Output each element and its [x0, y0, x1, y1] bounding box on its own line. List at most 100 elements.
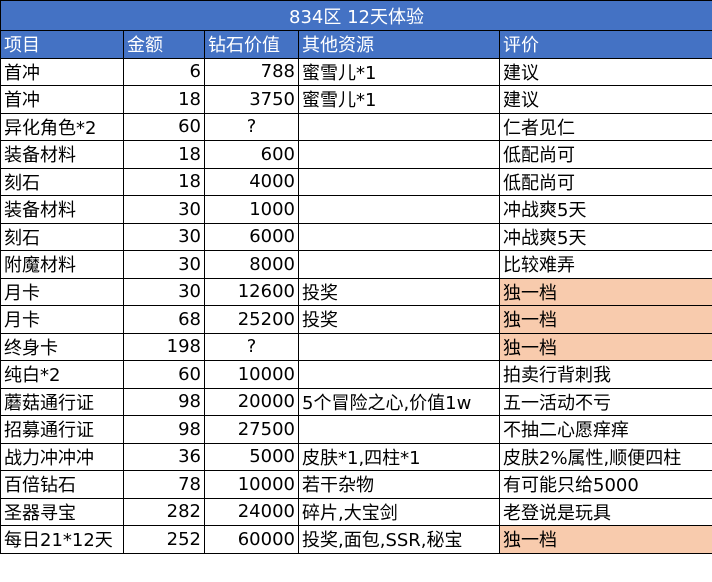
cell-diamond: 10000	[204, 470, 299, 499]
cell-rating: 独一档	[498, 525, 712, 554]
cell-amount: 60	[123, 360, 205, 389]
cell-diamond: 8000	[204, 250, 299, 279]
cell-other	[298, 332, 500, 361]
table-row: 首冲 18 3750 蜜雪儿*1 建议	[0, 85, 712, 114]
cell-diamond: 788	[204, 57, 299, 86]
cell-rating: 冲战爽5天	[498, 222, 712, 251]
cell-other	[298, 250, 500, 279]
cell-item: 蘑菇通行证	[0, 387, 124, 416]
cell-amount: 60	[123, 112, 205, 141]
cell-amount: 282	[123, 497, 205, 526]
cell-amount: 252	[123, 525, 205, 554]
cell-rating: 老登说是玩具	[498, 497, 712, 526]
cell-rating: 仁者见仁	[498, 112, 712, 141]
cell-rating: 皮肤2%属性,顺便四柱	[498, 442, 712, 471]
cell-rating: 独一档	[498, 305, 712, 334]
cell-diamond: 3750	[204, 85, 299, 114]
cell-rating: 有可能只给5000	[498, 470, 712, 499]
table-row: 战力冲冲冲 36 5000 皮肤*1,四柱*1 皮肤2%属性,顺便四柱	[0, 442, 712, 471]
cell-amount: 30	[123, 250, 205, 279]
cell-rating: 建议	[498, 57, 712, 86]
cell-amount: 30	[123, 222, 205, 251]
cell-item: 圣器寻宝	[0, 497, 124, 526]
cell-rating: 低配尚可	[498, 140, 712, 169]
cell-item: 附魔材料	[0, 250, 124, 279]
table-row: 刻石 30 6000 冲战爽5天	[0, 222, 712, 251]
cell-rating: 比较难弄	[498, 250, 712, 279]
cell-amount: 198	[123, 332, 205, 361]
cell-diamond: 600	[204, 140, 299, 169]
cell-amount: 30	[123, 277, 205, 306]
table-row: 蘑菇通行证 98 20000 5个冒险之心,价值1w 五一活动不亏	[0, 387, 712, 416]
header-rating: 评价	[498, 30, 712, 59]
cell-amount: 98	[123, 415, 205, 444]
cell-diamond: 4000	[204, 167, 299, 196]
cell-item: 战力冲冲冲	[0, 442, 124, 471]
cell-diamond: 10000	[204, 360, 299, 389]
cell-amount: 18	[123, 167, 205, 196]
table-row: 月卡 30 12600 投奖 独一档	[0, 277, 712, 306]
cell-rating: 建议	[498, 85, 712, 114]
cell-amount: 18	[123, 140, 205, 169]
header-row: 项目 金额 钻石价值 其他资源 评价	[0, 30, 712, 59]
cell-other: 碎片,大宝剑	[298, 497, 500, 526]
header-diamond: 钻石价值	[204, 30, 299, 59]
cell-item: 异化角色*2	[0, 112, 124, 141]
cell-item: 装备材料	[0, 195, 124, 224]
cell-item: 纯白*2	[0, 360, 124, 389]
cell-item: 月卡	[0, 305, 124, 334]
cell-diamond: 6000	[204, 222, 299, 251]
cell-rating: 冲战爽5天	[498, 195, 712, 224]
table-row: 招募通行证 98 27500 不抽二心愿痒痒	[0, 415, 712, 444]
cell-diamond: 5000	[204, 442, 299, 471]
cell-other: 皮肤*1,四柱*1	[298, 442, 500, 471]
cell-item: 百倍钻石	[0, 470, 124, 499]
table-row: 异化角色*2 60? 仁者见仁	[0, 112, 712, 141]
cell-other	[298, 222, 500, 251]
cell-other: 投奖	[298, 305, 500, 334]
cell-amount: 68	[123, 305, 205, 334]
cell-item: 装备材料	[0, 140, 124, 169]
table-row: 装备材料 18 600 低配尚可	[0, 140, 712, 169]
cell-diamond: 1000	[204, 195, 299, 224]
cell-other	[298, 360, 500, 389]
cell-amount: 6	[123, 57, 205, 86]
cell-amount: 18	[123, 85, 205, 114]
cell-other: 投奖,面包,SSR,秘宝	[298, 525, 500, 554]
cell-item: 刻石	[0, 167, 124, 196]
cell-other: 蜜雪儿*1	[298, 57, 500, 86]
cell-other	[298, 112, 500, 141]
cell-diamond: 20000	[204, 387, 299, 416]
header-item: 项目	[0, 30, 124, 59]
experience-table: 834区 12天体验 项目 金额 钻石价值 其他资源 评价 首冲 6 788 蜜雪儿*…	[0, 0, 712, 554]
table-row: 月卡 68 25200 投奖 独一档	[0, 305, 712, 334]
cell-other: 5个冒险之心,价值1w	[298, 387, 500, 416]
table-row: 首冲 6 788 蜜雪儿*1 建议	[0, 57, 712, 86]
cell-rating: 低配尚可	[498, 167, 712, 196]
cell-other	[298, 167, 500, 196]
table-row: 百倍钻石 78 10000 若干杂物 有可能只给5000	[0, 470, 712, 499]
cell-diamond: 60000	[204, 525, 299, 554]
cell-amount: 36	[123, 442, 205, 471]
cell-rating: 不抽二心愿痒痒	[498, 415, 712, 444]
cell-rating: 独一档	[498, 332, 712, 361]
header-amount: 金额	[123, 30, 205, 59]
title-row: 834区 12天体验	[0, 0, 712, 31]
cell-item: 刻石	[0, 222, 124, 251]
cell-amount: 78	[123, 470, 205, 499]
cell-amount: 30	[123, 195, 205, 224]
table-body: 首冲 6 788 蜜雪儿*1 建议 首冲 18 3750 蜜雪儿*1 建议 异化角色*2 60? 仁者见…	[0, 57, 712, 554]
cell-diamond: 24000	[204, 497, 299, 526]
cell-rating: 五一活动不亏	[498, 387, 712, 416]
cell-rating: 拍卖行背刺我	[498, 360, 712, 389]
header-other: 其他资源	[298, 30, 500, 59]
cell-item: 终身卡	[0, 332, 124, 361]
cell-other: 投奖	[298, 277, 500, 306]
cell-other	[298, 195, 500, 224]
cell-diamond: 12600	[204, 277, 299, 306]
cell-item: 首冲	[0, 85, 124, 114]
cell-item: 首冲	[0, 57, 124, 86]
table-row: 圣器寻宝 282 24000 碎片,大宝剑 老登说是玩具	[0, 497, 712, 526]
cell-item: 月卡	[0, 277, 124, 306]
cell-other: 若干杂物	[298, 470, 500, 499]
